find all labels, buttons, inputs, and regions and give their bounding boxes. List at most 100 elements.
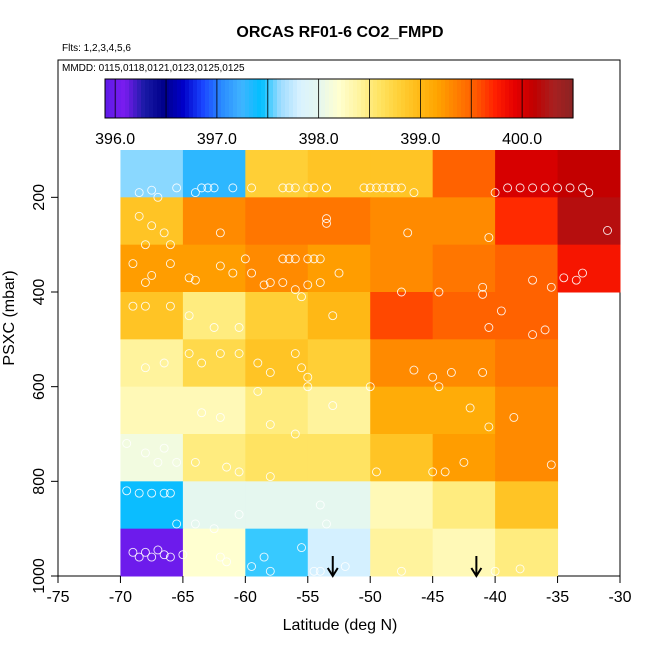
data-point xyxy=(297,292,306,302)
data-point xyxy=(215,228,225,238)
data-point xyxy=(165,552,175,562)
data-point xyxy=(434,287,444,297)
y-axis-label: PSXC (mbar) xyxy=(1,270,18,365)
data-point xyxy=(446,368,456,377)
data-point xyxy=(384,183,394,193)
data-point xyxy=(584,188,594,198)
data-point xyxy=(396,183,406,193)
data-point xyxy=(540,183,550,193)
heatmap-cell xyxy=(245,528,309,577)
y-axis: 200 400 600 800 1000 xyxy=(31,184,58,594)
heatmap-cell xyxy=(120,244,184,293)
latitude-arrows xyxy=(326,556,483,578)
data-point xyxy=(172,519,182,529)
colorbar-swatch xyxy=(173,79,178,118)
data-point xyxy=(247,183,257,193)
data-point xyxy=(303,372,313,382)
heatmap-cell xyxy=(370,528,434,577)
colorbar-swatch xyxy=(305,79,310,118)
colorbar-swatch xyxy=(161,79,166,118)
y-tick-label: 800 xyxy=(31,468,48,495)
colorbar-swatch xyxy=(217,79,222,118)
colorbar-swatch xyxy=(377,79,382,118)
colorbar-swatch xyxy=(225,79,230,118)
colorbar-swatch xyxy=(489,79,494,118)
colorbar-tick-label: 400.0 xyxy=(502,131,542,148)
colorbar-swatch xyxy=(109,79,114,118)
data-point xyxy=(134,188,144,198)
heatmap-cell xyxy=(182,197,246,246)
data-point xyxy=(309,566,319,576)
heatmap-cell xyxy=(495,481,559,530)
data-point xyxy=(372,467,381,477)
colorbar-swatch xyxy=(117,79,122,118)
colorbar-swatch xyxy=(201,79,206,118)
x-tick-label: -40 xyxy=(484,589,507,606)
y-tick-label: 600 xyxy=(31,373,48,400)
colorbar xyxy=(104,78,574,119)
data-point xyxy=(159,358,169,368)
data-point xyxy=(322,183,331,193)
heatmap-cell xyxy=(432,244,496,293)
data-point xyxy=(309,254,319,264)
colorbar-swatch xyxy=(193,79,198,118)
heatmap-cell xyxy=(245,150,309,198)
heatmap-cell xyxy=(432,434,496,482)
data-point xyxy=(140,448,150,458)
heatmap-cell xyxy=(495,434,559,482)
colorbar-swatch xyxy=(513,79,518,118)
data-point xyxy=(259,552,269,562)
colorbar-swatch xyxy=(185,79,190,118)
colorbar-swatch xyxy=(349,79,354,118)
data-point xyxy=(322,218,331,228)
colorbar-swatch xyxy=(565,79,570,118)
data-point xyxy=(359,183,369,193)
data-point xyxy=(140,278,150,287)
data-point xyxy=(459,457,469,467)
colorbar-swatch xyxy=(409,79,414,118)
data-point xyxy=(578,268,587,278)
data-point xyxy=(278,254,288,264)
data-point xyxy=(490,188,500,198)
data-point xyxy=(147,488,157,498)
colorbar-swatch xyxy=(293,79,298,118)
colorbar-swatch xyxy=(429,79,434,118)
colorbar-swatch xyxy=(341,79,346,118)
heatmap-cell xyxy=(370,481,434,530)
data-point xyxy=(278,278,288,287)
x-axis: -75 -70 -65 -60 -55 -50 -45 -40 -35 -30 xyxy=(46,576,632,606)
data-point xyxy=(303,382,313,392)
data-point xyxy=(172,183,182,193)
heatmap-cell xyxy=(370,244,434,293)
data-point xyxy=(134,488,144,498)
heatmap-cell xyxy=(245,292,309,340)
colorbar-swatch xyxy=(449,79,454,118)
colorbar-swatch xyxy=(433,79,438,118)
colorbar-swatch xyxy=(497,79,502,118)
data-point xyxy=(515,564,525,574)
colorbar-swatch xyxy=(529,79,534,118)
arrow-head xyxy=(470,567,483,578)
heatmap-cell xyxy=(370,339,434,388)
data-point xyxy=(265,278,275,287)
heatmap-cell xyxy=(120,339,184,388)
x-tick-label: -60 xyxy=(234,589,257,606)
data-point xyxy=(322,519,331,529)
data-point xyxy=(165,259,175,269)
data-point xyxy=(484,422,494,432)
colorbar-swatch xyxy=(169,79,174,118)
data-point xyxy=(172,457,182,467)
data-point xyxy=(496,306,506,316)
data-point xyxy=(222,557,232,567)
data-point xyxy=(178,550,188,560)
x-tick-label: -45 xyxy=(421,589,444,606)
heatmap-cell xyxy=(245,481,309,530)
colorbar-swatch xyxy=(317,79,322,118)
colorbar-swatch xyxy=(397,79,402,118)
data-point xyxy=(234,467,244,477)
data-point xyxy=(328,311,338,321)
heatmap-cell xyxy=(495,339,559,388)
heatmap-cell xyxy=(495,150,559,198)
data-point xyxy=(396,287,406,297)
data-point xyxy=(128,547,138,557)
